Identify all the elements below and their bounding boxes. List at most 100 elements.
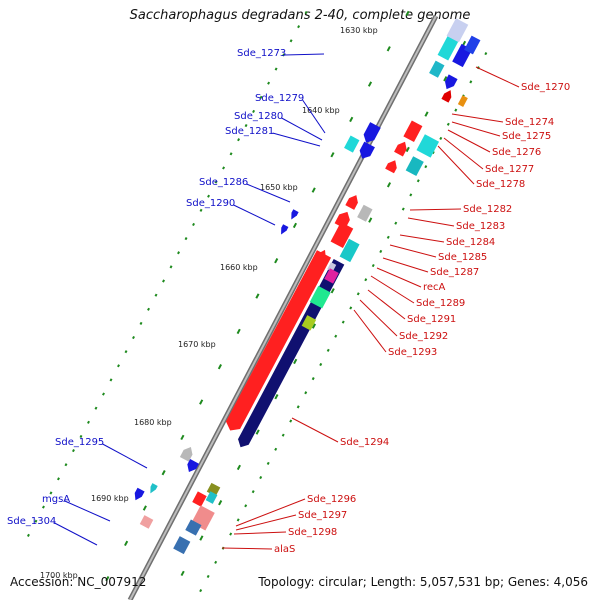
label-leader-line xyxy=(383,258,428,272)
gene-label-right[interactable]: Sde_1293 xyxy=(388,347,437,358)
tick-mark-outer-right xyxy=(485,53,486,55)
tick-mark-outer-left xyxy=(118,365,119,367)
gene-block-red[interactable] xyxy=(403,120,422,142)
tick-mark-inner-right xyxy=(200,536,202,540)
tick-mark-outer-left xyxy=(43,506,44,508)
label-leader-line xyxy=(65,501,110,521)
gene-label-left[interactable]: Sde_1280 xyxy=(234,111,283,122)
gene-label-right[interactable]: Sde_1296 xyxy=(307,494,356,505)
gene-label-right[interactable]: Sde_1291 xyxy=(407,314,456,325)
gene-label-left[interactable]: Sde_1279 xyxy=(255,93,304,104)
tick-mark-outer-right xyxy=(328,349,329,351)
gene-label-right[interactable]: Sde_1276 xyxy=(492,147,541,158)
tick-mark-inner-left xyxy=(256,294,258,298)
tick-mark-outer-left xyxy=(223,167,224,169)
gene-label-left[interactable]: Sde_1290 xyxy=(186,198,235,209)
gene-block-steelblue[interactable] xyxy=(173,536,190,554)
tick-mark-outer-left xyxy=(103,393,104,395)
gene-arrow-cyan-left[interactable] xyxy=(148,483,158,495)
gene-block-pink[interactable] xyxy=(140,515,154,529)
tick-mark-outer-left xyxy=(230,153,231,155)
tick-mark-outer-right xyxy=(253,491,254,493)
gene-block-teal[interactable] xyxy=(429,61,444,78)
label-leader-line xyxy=(476,67,519,87)
gene-block-cyan-left[interactable] xyxy=(344,136,359,153)
tick-mark-inner-left xyxy=(313,188,315,192)
gene-sde-1274-cyan[interactable] xyxy=(416,134,439,157)
gene-label-left[interactable]: Sde_1273 xyxy=(237,48,286,59)
tick-mark-outer-left xyxy=(298,26,299,28)
gene-arrow-red[interactable] xyxy=(345,193,360,210)
tick-mark-outer-left xyxy=(73,449,74,451)
gene-label-right[interactable]: Sde_1285 xyxy=(438,252,487,263)
tick-mark-outer-right xyxy=(283,434,284,436)
tick-mark-inner-right xyxy=(369,218,371,222)
tick-mark-inner-left xyxy=(388,47,390,51)
gene-label-right[interactable]: Sde_1287 xyxy=(430,267,479,278)
gene-label-left[interactable]: Sde_1295 xyxy=(55,437,104,448)
kbp-scale-label: 1680 kbp xyxy=(134,418,172,427)
gene-label-right[interactable]: Sde_1292 xyxy=(399,331,448,342)
gene-arrow-blue-left[interactable] xyxy=(278,224,288,236)
label-leader-line xyxy=(303,100,325,133)
gene-label-right[interactable]: Sde_1277 xyxy=(485,164,534,175)
gene-label-left[interactable]: Sde_1281 xyxy=(225,126,274,137)
gene-block-teal[interactable] xyxy=(406,156,424,176)
tick-mark-outer-right xyxy=(425,166,426,168)
gene-arrow-red-small[interactable] xyxy=(441,88,454,102)
gene-arrow-red[interactable] xyxy=(394,139,409,156)
tick-mark-inner-right xyxy=(238,465,240,469)
kbp-scale-label: 1660 kbp xyxy=(220,263,258,272)
tick-mark-inner-left xyxy=(200,400,202,404)
gene-label-right[interactable]: Sde_1284 xyxy=(446,237,495,248)
gene-label-left[interactable]: mgsA xyxy=(42,494,70,505)
gene-label-right[interactable]: Sde_1274 xyxy=(505,117,554,128)
tick-mark-outer-right xyxy=(350,307,351,309)
label-leader-line xyxy=(452,114,503,122)
gene-label-right[interactable]: Sde_1278 xyxy=(476,179,525,190)
label-leader-line xyxy=(444,138,483,169)
gene-block-red[interactable] xyxy=(192,491,206,506)
gene-label-right[interactable]: Sde_1270 xyxy=(521,82,570,93)
label-leader-line xyxy=(222,548,272,549)
gene-arrow-red[interactable] xyxy=(385,158,399,173)
gene-label-left[interactable]: Sde_1286 xyxy=(199,177,248,188)
gene-label-right[interactable]: Sde_1282 xyxy=(463,204,512,215)
tick-mark-outer-right xyxy=(470,81,471,83)
gene-label-right[interactable]: recA xyxy=(423,282,446,293)
tick-mark-outer-left xyxy=(148,308,149,310)
gene-label-right[interactable]: Sde_1275 xyxy=(502,131,551,142)
accession-text: Accession: NC_007912 xyxy=(10,575,146,589)
tick-mark-outer-left xyxy=(140,322,141,324)
tick-mark-outer-right xyxy=(380,250,381,252)
gene-label-right[interactable]: Sde_1289 xyxy=(416,298,465,309)
gene-label-left[interactable]: Sde_1304 xyxy=(7,516,56,527)
gene-label-right[interactable]: Sde_1297 xyxy=(298,510,347,521)
tick-mark-inner-left xyxy=(238,329,240,333)
gene-label-right[interactable]: alaS xyxy=(274,544,295,555)
gene-arrow-blue-left[interactable] xyxy=(289,209,299,221)
tick-mark-outer-right xyxy=(275,448,276,450)
tick-mark-outer-right xyxy=(313,378,314,380)
tick-mark-outer-left xyxy=(276,68,277,70)
label-leader-line xyxy=(452,122,500,136)
genome-map-canvas[interactable]: 1630 kbp1640 kbp1650 kbp1660 kbp1670 kbp… xyxy=(0,0,600,600)
genome-summary-text: Topology: circular; Length: 5,057,531 bp… xyxy=(258,575,588,589)
label-leader-line xyxy=(408,218,454,226)
tick-mark-outer-left xyxy=(200,209,201,211)
tick-mark-outer-right xyxy=(290,420,291,422)
tick-mark-inner-left xyxy=(219,365,221,369)
gene-label-right[interactable]: Sde_1294 xyxy=(340,437,389,448)
label-leader-line xyxy=(292,418,338,442)
gene-label-right[interactable]: Sde_1283 xyxy=(456,221,505,232)
tick-mark-inner-left xyxy=(144,506,146,510)
tick-mark-outer-left xyxy=(133,336,134,338)
tick-mark-outer-right xyxy=(388,236,389,238)
gene-arrow-blue[interactable] xyxy=(442,74,457,91)
tick-mark-outer-left xyxy=(268,82,269,84)
gene-sde-1270-orange[interactable] xyxy=(458,95,468,107)
tick-mark-outer-left xyxy=(95,407,96,409)
gene-arrow-blue-left[interactable] xyxy=(132,488,145,502)
gene-arrow-gray[interactable] xyxy=(180,445,195,462)
gene-label-right[interactable]: Sde_1298 xyxy=(288,527,337,538)
